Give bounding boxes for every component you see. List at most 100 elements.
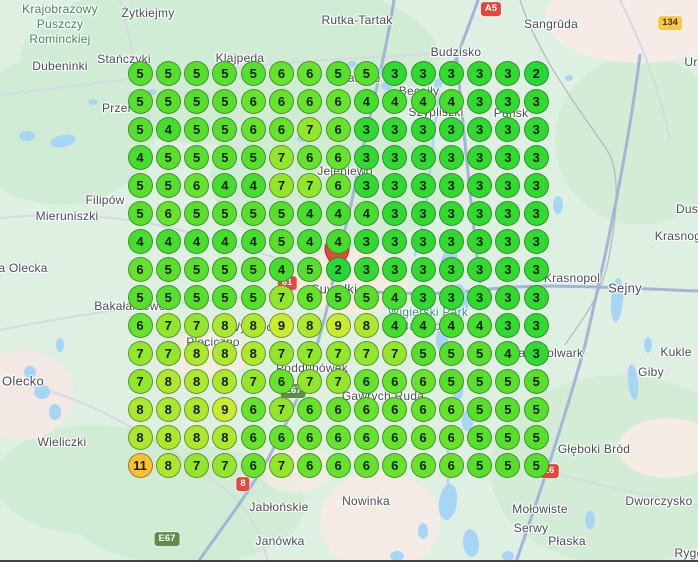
grid-marker[interactable]: 7 — [184, 312, 210, 338]
grid-marker[interactable]: 3 — [495, 256, 521, 282]
grid-marker[interactable]: 5 — [438, 368, 464, 394]
grid-marker[interactable]: 6 — [297, 88, 323, 114]
grid-marker[interactable]: 3 — [410, 200, 436, 226]
grid-marker[interactable]: 5 — [184, 256, 210, 282]
grid-marker[interactable]: 7 — [325, 340, 351, 366]
grid-marker[interactable]: 6 — [353, 452, 379, 478]
grid-marker[interactable]: 6 — [438, 452, 464, 478]
grid-marker[interactable]: 5 — [184, 284, 210, 310]
grid-marker[interactable]: 3 — [495, 172, 521, 198]
grid-marker[interactable]: 7 — [297, 340, 323, 366]
grid-marker[interactable]: 6 — [325, 116, 351, 142]
grid-marker[interactable]: 6 — [269, 116, 294, 142]
grid-marker[interactable]: 5 — [127, 88, 153, 114]
grid-marker[interactable]: 4 — [269, 256, 294, 282]
grid-marker[interactable]: 5 — [240, 144, 266, 170]
grid-marker[interactable]: 6 — [382, 424, 408, 450]
grid-marker[interactable]: 6 — [353, 368, 379, 394]
grid-marker[interactable]: 4 — [212, 172, 238, 198]
grid-marker[interactable]: 5 — [495, 368, 521, 394]
grid-marker[interactable]: 5 — [240, 60, 266, 86]
grid-marker[interactable]: 7 — [127, 340, 153, 366]
grid-marker[interactable]: 11 — [127, 452, 153, 478]
grid-marker[interactable]: 3 — [523, 88, 549, 114]
grid-marker[interactable]: 5 — [184, 200, 210, 226]
grid-marker[interactable]: 3 — [410, 256, 436, 282]
grid-marker[interactable]: 8 — [212, 368, 238, 394]
grid-marker[interactable]: 7 — [297, 116, 323, 142]
grid-marker[interactable]: 3 — [523, 256, 549, 282]
grid-marker[interactable]: 5 — [127, 116, 153, 142]
grid-marker[interactable]: 6 — [240, 88, 266, 114]
grid-marker[interactable]: 3 — [523, 340, 549, 366]
grid-marker[interactable]: 6 — [297, 144, 323, 170]
grid-marker[interactable]: 6 — [155, 200, 181, 226]
grid-marker[interactable]: 7 — [212, 452, 238, 478]
grid-marker[interactable]: 6 — [325, 396, 351, 422]
grid-marker[interactable]: 6 — [410, 452, 436, 478]
grid-marker[interactable]: 5 — [155, 256, 181, 282]
grid-marker[interactable]: 5 — [240, 256, 266, 282]
grid-marker[interactable]: 9 — [325, 312, 351, 338]
grid-marker[interactable]: 8 — [184, 368, 210, 394]
grid-marker[interactable]: 5 — [155, 172, 181, 198]
grid-marker[interactable]: 6 — [325, 88, 351, 114]
grid-marker[interactable]: 3 — [410, 144, 436, 170]
grid-marker[interactable]: 5 — [353, 60, 379, 86]
grid-marker[interactable]: 5 — [184, 144, 210, 170]
grid-marker[interactable]: 5 — [353, 284, 379, 310]
grid-marker[interactable]: 7 — [382, 340, 408, 366]
grid-marker[interactable]: 3 — [438, 144, 464, 170]
grid-marker[interactable]: 5 — [184, 88, 210, 114]
grid-marker[interactable]: 6 — [382, 396, 408, 422]
grid-marker[interactable]: 5 — [523, 424, 549, 450]
grid-marker[interactable]: 6 — [410, 424, 436, 450]
grid-marker[interactable]: 6 — [240, 452, 266, 478]
grid-marker[interactable]: 4 — [325, 228, 351, 254]
grid-marker[interactable]: 9 — [269, 312, 294, 338]
grid-marker[interactable]: 3 — [382, 200, 408, 226]
grid-marker[interactable]: 4 — [212, 228, 238, 254]
grid-marker[interactable]: 4 — [382, 312, 408, 338]
grid-marker[interactable]: 3 — [410, 284, 436, 310]
grid-marker[interactable]: 3 — [467, 256, 493, 282]
grid-marker[interactable]: 5 — [325, 284, 351, 310]
grid-marker[interactable]: 7 — [240, 368, 266, 394]
grid-marker[interactable]: 5 — [127, 284, 153, 310]
grid-marker[interactable]: 4 — [410, 88, 436, 114]
grid-marker[interactable]: 3 — [467, 144, 493, 170]
grid-marker[interactable]: 8 — [184, 424, 210, 450]
grid-marker[interactable]: 5 — [184, 116, 210, 142]
grid-marker[interactable]: 6 — [240, 424, 266, 450]
grid-marker[interactable]: 3 — [467, 116, 493, 142]
grid-marker[interactable]: 4 — [184, 228, 210, 254]
grid-marker[interactable]: 4 — [353, 200, 379, 226]
grid-marker[interactable]: 6 — [297, 284, 323, 310]
grid-marker[interactable]: 3 — [523, 284, 549, 310]
grid-marker[interactable]: 8 — [155, 424, 181, 450]
grid-marker[interactable]: 3 — [410, 172, 436, 198]
grid-marker[interactable]: 6 — [269, 88, 294, 114]
grid-marker[interactable]: 3 — [382, 228, 408, 254]
grid-marker[interactable]: 5 — [212, 284, 238, 310]
grid-marker[interactable]: 6 — [438, 396, 464, 422]
grid-marker[interactable]: 7 — [325, 368, 351, 394]
grid-marker[interactable]: 6 — [325, 424, 351, 450]
grid-marker[interactable]: 7 — [269, 144, 294, 170]
grid-marker[interactable]: 8 — [155, 368, 181, 394]
grid-marker[interactable]: 6 — [269, 424, 294, 450]
grid-marker[interactable]: 5 — [269, 228, 294, 254]
grid-marker[interactable]: 5 — [127, 60, 153, 86]
grid-marker[interactable]: 5 — [212, 88, 238, 114]
grid-marker[interactable]: 8 — [353, 312, 379, 338]
grid-marker[interactable]: 6 — [325, 144, 351, 170]
grid-marker[interactable]: 6 — [184, 172, 210, 198]
grid-marker[interactable]: 7 — [269, 284, 294, 310]
grid-marker[interactable]: 7 — [127, 368, 153, 394]
grid-marker[interactable]: 4 — [127, 144, 153, 170]
grid-marker[interactable]: 5 — [184, 60, 210, 86]
grid-marker[interactable]: 8 — [127, 424, 153, 450]
grid-marker[interactable]: 5 — [212, 60, 238, 86]
grid-marker[interactable]: 4 — [495, 340, 521, 366]
grid-marker[interactable]: 3 — [467, 88, 493, 114]
